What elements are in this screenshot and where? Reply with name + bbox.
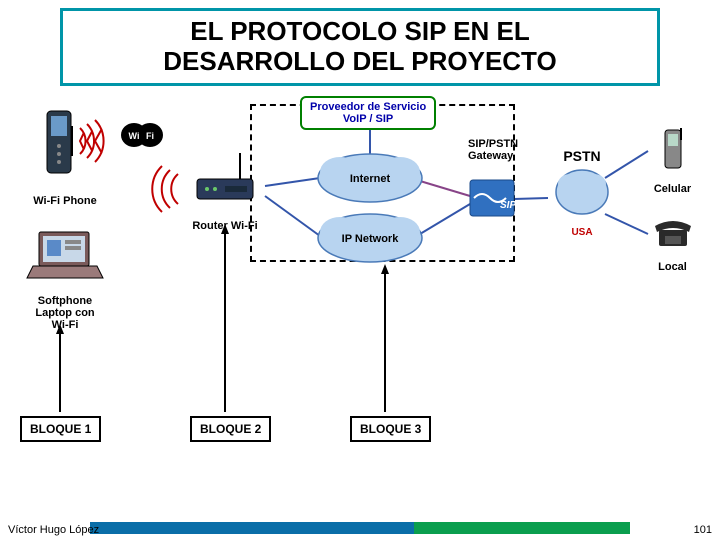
wifi-logo-icon: Wi Fi: [120, 120, 164, 150]
local-phone-icon: [651, 216, 695, 252]
pstn-node: PSTN USA: [552, 148, 612, 238]
router-node: Router Wi-Fi: [180, 151, 270, 232]
diagram-area: Proveedor de ServicioVoIP / SIP Internet…: [20, 96, 700, 476]
footer-page: 101: [694, 524, 712, 536]
provider-box: Proveedor de ServicioVoIP / SIP: [300, 96, 436, 130]
cloud-ipnetwork: IP Network: [305, 206, 445, 276]
local-node: Local: [645, 216, 700, 273]
wifi-waves-router-icon: [140, 164, 190, 214]
footer-author: Víctor Hugo López: [8, 524, 99, 536]
celular-node: Celular: [645, 126, 700, 195]
title-text: EL PROTOCOLO SIP EN ELDESARROLLO DEL PRO…: [163, 17, 556, 77]
laptop-icon: [25, 226, 105, 286]
svg-text:SIP: SIP: [500, 200, 516, 211]
bloque-2: BLOQUE 2: [190, 416, 271, 442]
svg-text:Wi: Wi: [129, 131, 140, 141]
bloque-1: BLOQUE 1: [20, 416, 101, 442]
celular-icon: [655, 126, 691, 174]
celular-label: Celular: [645, 183, 700, 195]
svg-text:IP Network: IP Network: [342, 233, 400, 245]
router-icon: [185, 151, 265, 211]
wifi-phone-label: Wi-Fi Phone: [20, 195, 110, 207]
svg-text:Fi: Fi: [146, 131, 154, 141]
gateway-label-node: SIP/PSTNGateway: [468, 138, 538, 162]
footer: Víctor Hugo López 101: [0, 512, 720, 540]
pstn-sub: USA: [552, 227, 612, 238]
softphone-node: SoftphoneLaptop conWi-Fi: [20, 226, 110, 331]
pstn-cloud-icon: [552, 164, 612, 220]
svg-text:Internet: Internet: [350, 173, 391, 185]
provider-text: Proveedor de ServicioVoIP / SIP: [310, 101, 426, 125]
sip-gateway-icon: SIP: [468, 178, 518, 220]
title-box: EL PROTOCOLO SIP EN ELDESARROLLO DEL PRO…: [60, 8, 660, 86]
router-label: Router Wi-Fi: [180, 220, 270, 232]
footer-bar: [90, 522, 630, 534]
local-label: Local: [645, 261, 700, 273]
gateway-label: SIP/PSTNGateway: [468, 138, 538, 162]
pstn-label: PSTN: [552, 148, 612, 164]
softphone-label: SoftphoneLaptop conWi-Fi: [20, 295, 110, 331]
bloque-3: BLOQUE 3: [350, 416, 431, 442]
